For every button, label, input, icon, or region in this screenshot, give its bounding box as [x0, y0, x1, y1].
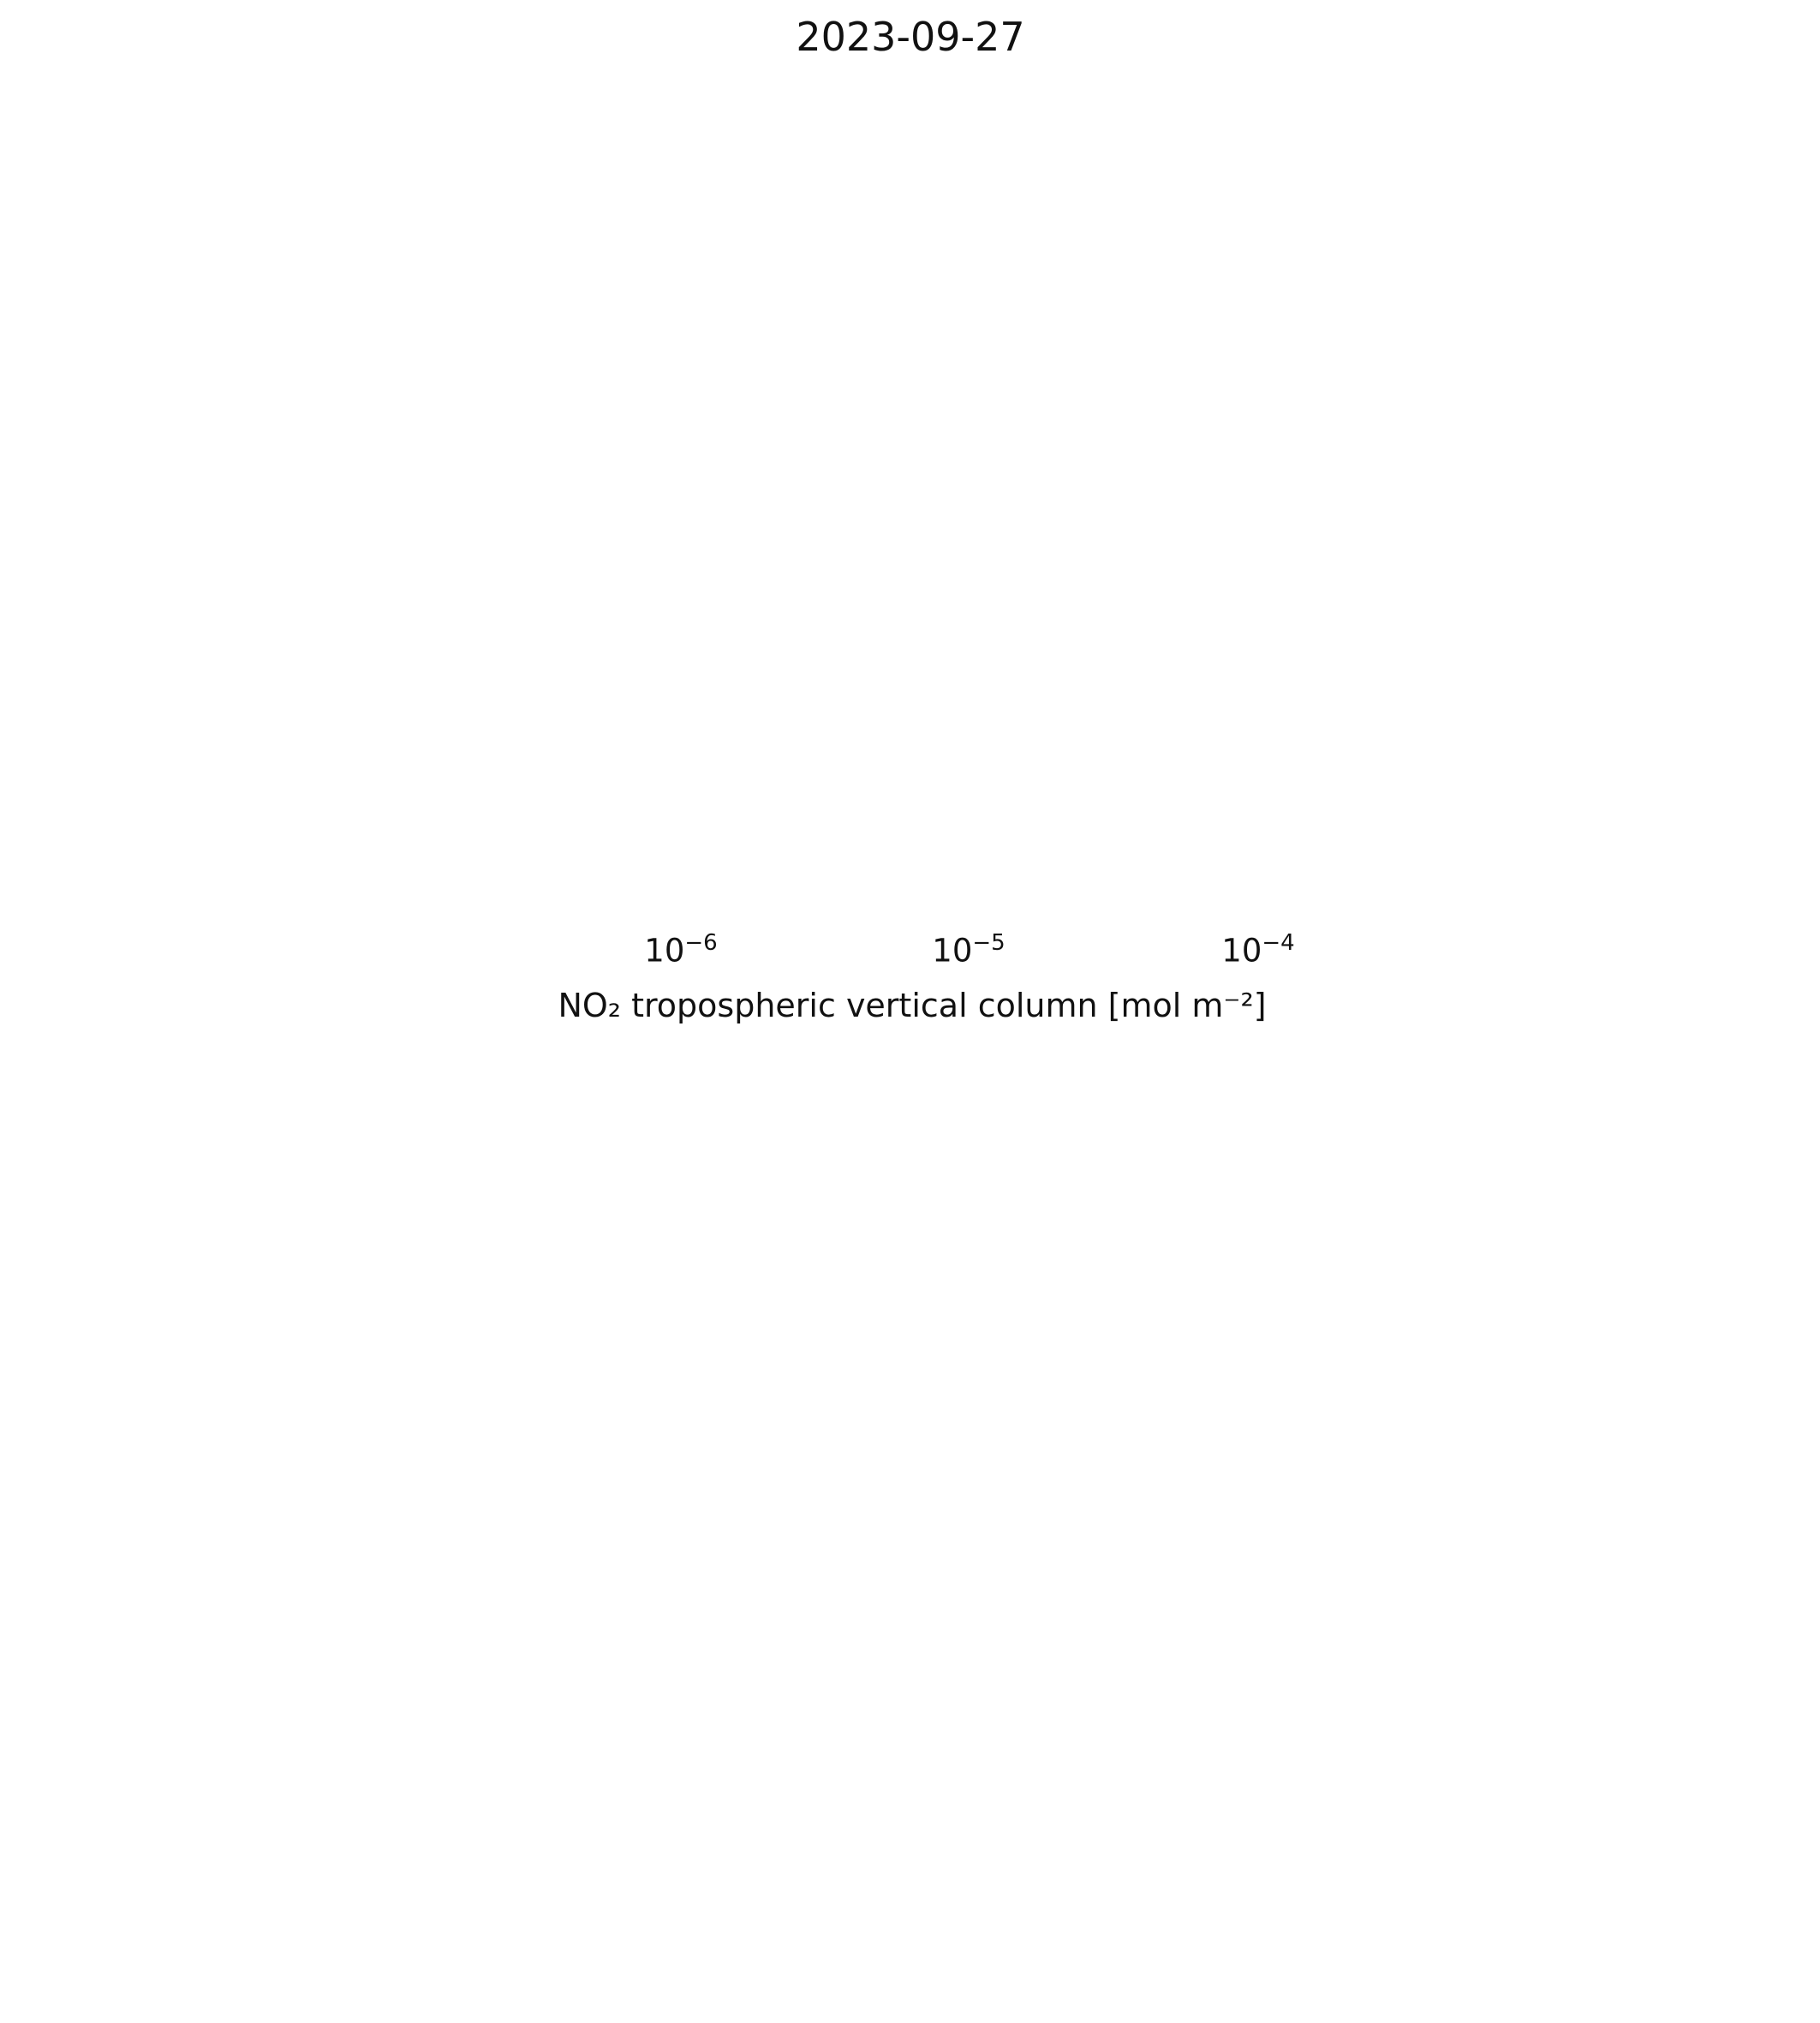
south-polar-map: [958, 1125, 1756, 1923]
north-polar-map: [68, 1125, 866, 1923]
colorbar: [424, 865, 1409, 934]
colorbar-tick-label: 10−6: [644, 930, 718, 970]
colorbar-tick-label: 10−4: [1221, 930, 1295, 970]
colorbar-axis-label: NO₂ tropospheric vertical column [mol m⁻…: [558, 987, 1267, 1024]
world-map: [264, 92, 1557, 737]
plot-title: 2023-09-27: [796, 14, 1025, 60]
colorbar-tick-label: 10−5: [932, 930, 1005, 970]
